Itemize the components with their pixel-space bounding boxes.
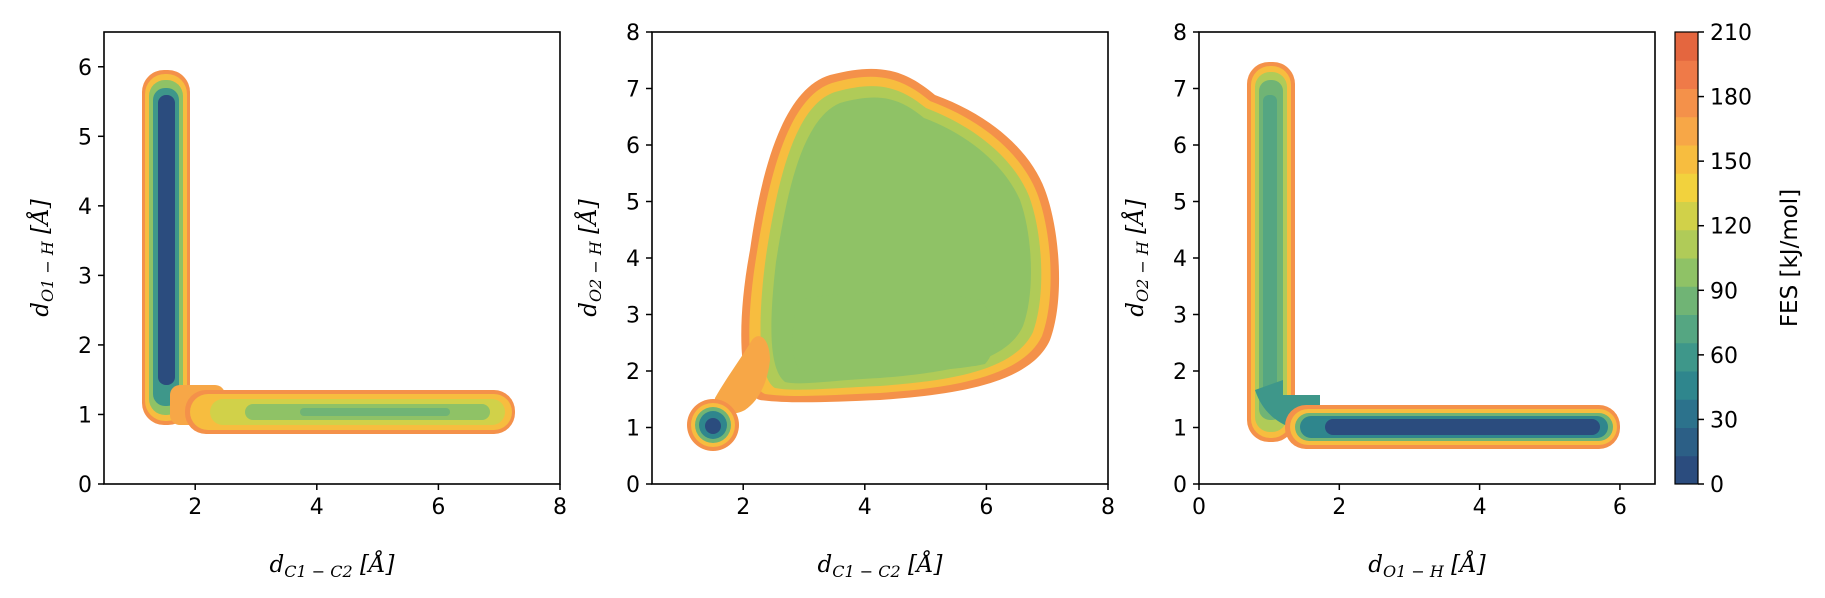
- colorbar-level-0: [1675, 455, 1698, 485]
- colorbar-level-10: [1675, 173, 1698, 202]
- panel-2-ridge: [714, 336, 770, 414]
- panel-1-ytick-label-4: 4: [78, 195, 92, 220]
- colorbar-level-4: [1675, 342, 1698, 372]
- panel-3-ytick-label-6: 6: [1173, 134, 1187, 159]
- panel-1-ylabel: dO1 − H [Å]: [26, 199, 57, 316]
- panel-3-ytick-label-8: 8: [1173, 21, 1187, 46]
- panel-1-frame: [103, 31, 561, 485]
- colorbar-level-1: [1675, 427, 1698, 457]
- colorbar-tick-label-1: 30: [1710, 408, 1738, 433]
- panel-2-ytick-label-6: 6: [626, 134, 640, 159]
- panel-3-ytick-label-4: 4: [1173, 247, 1187, 272]
- colorbar-level-11: [1675, 145, 1698, 174]
- colorbar-segments: [1675, 32, 1698, 485]
- panel-2-ytick-label-8: 8: [626, 21, 640, 46]
- panel-2-xtick-label-3: 8: [1101, 495, 1115, 520]
- colorbar-tick-label-6: 180: [1710, 86, 1752, 111]
- colorbar-level-14: [1675, 60, 1698, 89]
- panel-1-ticks: 2 4 6 8 0 1 2 3 4 5 6: [78, 56, 567, 520]
- panel-3-xtick-label-2: 4: [1473, 495, 1487, 520]
- panel-2-ytick-label-5: 5: [626, 191, 640, 216]
- colorbar-tick-label-3: 90: [1710, 279, 1738, 304]
- colorbar: 0 30 60 90 120 150 180 210 FES [kJ/mol]: [1674, 21, 1803, 498]
- colorbar-level-15: [1675, 32, 1698, 61]
- panel-1-ytick-label-1: 1: [78, 403, 92, 428]
- colorbar-level-12: [1675, 116, 1698, 146]
- colorbar-tick-label-4: 120: [1710, 215, 1752, 240]
- colorbar-label: FES [kJ/mol]: [1777, 189, 1803, 327]
- colorbar-level-2: [1675, 399, 1698, 428]
- panel-1: 2 4 6 8 0 1 2 3 4 5 6 dC1 − C2 [Å] dO1 − H [Å]: [26, 31, 567, 581]
- colorbar-level-6: [1675, 286, 1698, 315]
- panel-2-xtick-label-0: 2: [736, 495, 750, 520]
- panel-3-ytick-label-5: 5: [1173, 191, 1187, 216]
- panel-2-ytick-label-0: 0: [626, 473, 640, 498]
- panel-1-ytick-label-2: 2: [78, 334, 92, 359]
- panel-1-band-horizontal-core: [300, 408, 450, 416]
- colorbar-frame: [1674, 31, 1699, 485]
- panel-3-heatmap: [1247, 62, 1620, 449]
- panel-1-heatmap: [142, 70, 515, 434]
- panel-3-xtick-label-3: 6: [1613, 495, 1627, 520]
- panel-2-ytick-label-4: 4: [626, 247, 640, 272]
- panel-3-ytick-label-1: 1: [1173, 417, 1187, 442]
- panel-1-ytick-label-6: 6: [78, 56, 92, 81]
- panel-3-ytick-label-2: 2: [1173, 360, 1187, 385]
- panel-1-band-vertical-core: [158, 95, 175, 385]
- panel-1-xtick-label-2: 6: [431, 495, 445, 520]
- panel-3-ytick-label-3: 3: [1173, 304, 1187, 329]
- panel-2-ytick-label-7: 7: [626, 78, 640, 103]
- panel-1-ytick-label-0: 0: [78, 473, 92, 498]
- panel-2-ylabel: dO2 − H [Å]: [574, 199, 605, 316]
- panel-2-xtick-label-1: 4: [858, 495, 872, 520]
- panel-2: 2 4 6 8 0 1 2 3 4 5 6 7 8 dC1 − C2 [Å] dO2 − H [Å]: [574, 21, 1115, 581]
- colorbar-tick-label-7: 210: [1710, 21, 1752, 46]
- colorbar-tick-label-5: 150: [1710, 150, 1752, 175]
- panel-3-band-horizontal-core: [1325, 419, 1600, 435]
- panel-3-xtick-label-1: 2: [1332, 495, 1346, 520]
- panel-3-xtick-label-0: 0: [1192, 495, 1206, 520]
- panel-2-xlabel: dC1 − C2 [Å]: [817, 550, 942, 581]
- panel-2-well-core: [705, 418, 721, 434]
- panel-2-ticks: 2 4 6 8 0 1 2 3 4 5 6 7 8: [626, 21, 1115, 520]
- colorbar-level-5: [1675, 314, 1698, 344]
- panel-3: 0 2 4 6 0 1 2 3 4 5 6 7 8 dO1 − H [Å] dO2 − H [Å]: [1121, 21, 1656, 581]
- panel-1-ytick-label-3: 3: [78, 264, 92, 289]
- panel-3-band-vertical-core: [1263, 95, 1277, 395]
- colorbar-tick-label-0: 0: [1710, 473, 1724, 498]
- panel-2-xtick-label-2: 6: [979, 495, 993, 520]
- panel-2-blob-basin: [792, 292, 995, 373]
- colorbar-tick-label-2: 60: [1710, 344, 1738, 369]
- panel-1-xlabel: dC1 − C2 [Å]: [269, 550, 394, 581]
- panel-3-ticks: 0 2 4 6 0 1 2 3 4 5 6 7 8: [1173, 21, 1627, 520]
- panel-3-ytick-label-0: 0: [1173, 473, 1187, 498]
- panel-3-xlabel: dO1 − H [Å]: [1368, 550, 1485, 581]
- panel-1-xtick-label-1: 4: [310, 495, 324, 520]
- panel-1-xtick-label-3: 8: [553, 495, 567, 520]
- panel-2-ytick-label-1: 1: [626, 417, 640, 442]
- panel-2-ytick-label-3: 3: [626, 304, 640, 329]
- panel-1-ytick-label-5: 5: [78, 125, 92, 150]
- colorbar-level-8: [1675, 229, 1698, 259]
- panel-2-ytick-label-2: 2: [626, 360, 640, 385]
- colorbar-level-3: [1675, 371, 1698, 400]
- colorbar-ticks: 0 30 60 90 120 150 180 210: [1698, 21, 1752, 498]
- panel-3-ylabel: dO2 − H [Å]: [1121, 199, 1152, 316]
- panel-2-heatmap: [687, 68, 1060, 451]
- colorbar-level-9: [1675, 201, 1698, 231]
- colorbar-level-7: [1675, 258, 1698, 287]
- panel-1-xtick-label-0: 2: [188, 495, 202, 520]
- colorbar-level-13: [1675, 88, 1698, 118]
- panel-3-ytick-label-7: 7: [1173, 78, 1187, 103]
